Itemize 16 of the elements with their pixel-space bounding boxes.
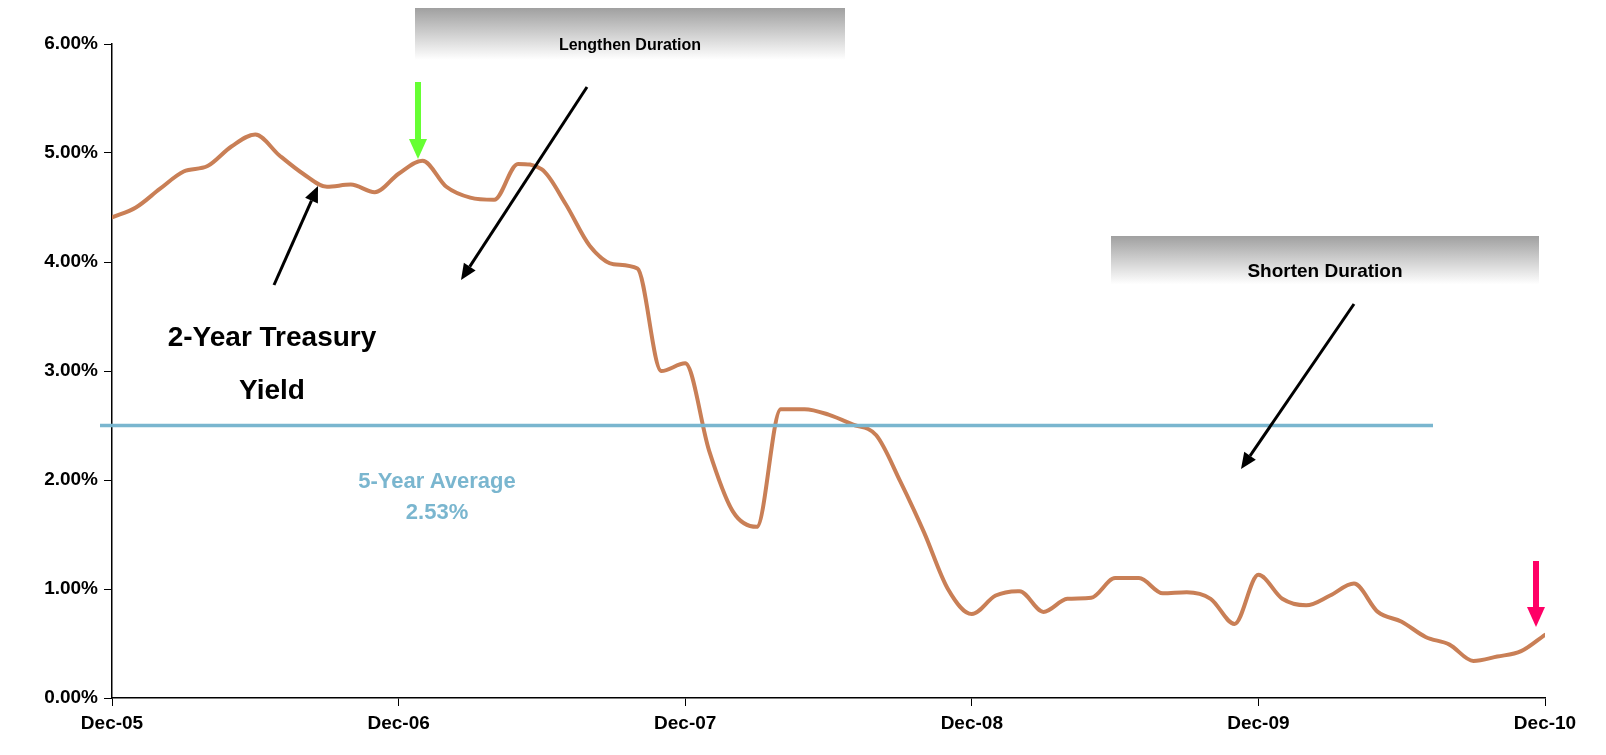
annotation: 2-Year Treasury Yield (167, 320, 377, 405)
y-tick-label: 1.00% (44, 577, 99, 599)
x-tick-label: Dec-08 (940, 711, 1003, 733)
y-tick-label: 0.00% (44, 686, 99, 708)
x-tick-label: Dec-09 (1227, 711, 1290, 733)
y-tick-label: 4.00% (44, 250, 99, 272)
x-tick-label: Dec-05 (80, 711, 144, 733)
y-tick-label: 6.00% (44, 32, 99, 54)
y-tick-label: 3.00% (44, 359, 99, 381)
y-tick-label: 5.00% (44, 141, 99, 163)
x-tick-label: Dec-10 (1513, 711, 1577, 733)
x-tick-label: Dec-07 (654, 711, 717, 733)
y-tick-label: 2.00% (44, 468, 99, 490)
line-series (112, 132, 1545, 663)
x-tick-label: Dec-06 (367, 711, 430, 733)
ref-line-label: 5-Year Average 2.53% (358, 467, 516, 524)
